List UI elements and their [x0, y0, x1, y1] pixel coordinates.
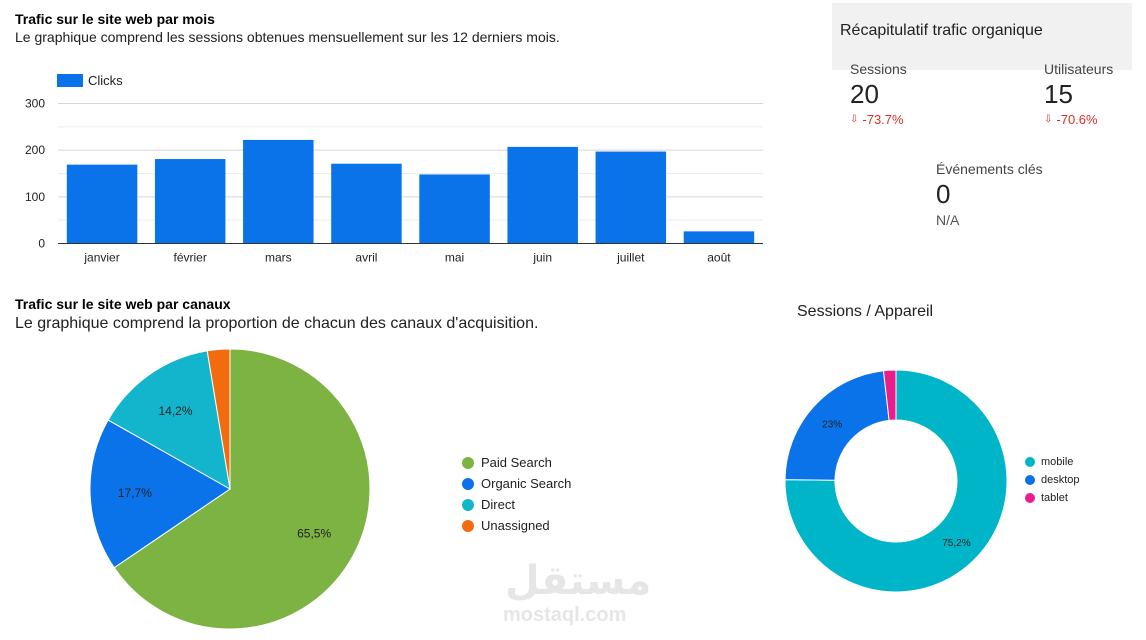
channels-chart-subtitle: Le graphique comprend la proportion de c…	[15, 315, 539, 332]
summary-title: Récapitulatif trafic organique	[840, 22, 1043, 39]
arrow-down-icon: ⇩	[850, 114, 859, 125]
kpi-key-events-delta: N/A	[936, 212, 960, 228]
legend-label: Unassigned	[481, 518, 550, 533]
pie-data-label: 14,2%	[158, 404, 192, 418]
legend-label: Paid Search	[481, 455, 552, 470]
kpi-users-delta: -70.6%	[1056, 112, 1098, 127]
bar-février[interactable]	[154, 159, 226, 244]
channels-chart-title: Trafic sur le site web par canaux	[15, 296, 231, 312]
kpi-sessions: Sessions 20 ⇩ -73.7%	[850, 61, 907, 127]
monthly-chart-subtitle: Le graphique comprend les sessions obten…	[15, 29, 560, 45]
legend-item-unassigned[interactable]: Unassigned	[462, 515, 571, 536]
slice-organic-search[interactable]	[89, 419, 231, 569]
legend-label: desktop	[1041, 474, 1080, 486]
kpi-sessions-value: 20	[850, 79, 879, 109]
kpi-sessions-delta: -73.7%	[862, 112, 904, 127]
bar-janvier[interactable]	[66, 164, 138, 244]
bar-juin[interactable]	[507, 146, 578, 244]
kpi-key-events: Événements clés 0 N/A	[936, 161, 1043, 228]
pie-data-label: 17,7%	[118, 486, 152, 500]
monthly-chart-title: Trafic sur le site web par mois	[15, 11, 215, 27]
legend-label: Clicks	[88, 73, 123, 88]
kpi-sessions-label: Sessions	[850, 61, 907, 77]
x-tick-label: mai	[445, 251, 464, 265]
slice-direct[interactable]	[107, 350, 231, 490]
x-tick-label: juin	[532, 251, 552, 265]
legend-item-mobile[interactable]: mobile	[1025, 453, 1080, 471]
bar-mars[interactable]	[243, 139, 314, 244]
channels-legend: Paid Search Organic Search Direct Unassigne…	[462, 452, 571, 536]
x-tick-label: juillet	[616, 251, 645, 265]
legend-dot	[462, 477, 474, 490]
slice-desktop[interactable]	[784, 370, 890, 481]
x-tick-label: février	[174, 251, 207, 265]
legend-dot	[462, 456, 474, 469]
devices-donut-chart: 75,2% 23%	[784, 369, 1008, 593]
watermark-logo: مستقل	[505, 559, 652, 603]
legend-dot	[1025, 493, 1035, 503]
x-tick-label: avril	[355, 251, 377, 265]
kpi-key-events-value: 0	[936, 179, 951, 209]
legend-dot	[462, 498, 474, 511]
donut-data-label: 75,2%	[942, 538, 970, 549]
x-tick-label: août	[707, 251, 731, 265]
watermark-text: mostaql.com	[503, 604, 627, 626]
bar-juillet[interactable]	[595, 151, 667, 244]
arrow-down-icon: ⇩	[1044, 114, 1053, 125]
channels-pie-chart: 65,5% 17,7% 14,2%	[89, 348, 371, 630]
legend-label: Direct	[481, 497, 515, 512]
kpi-key-events-label: Événements clés	[936, 161, 1043, 177]
y-tick-label: 0	[38, 237, 45, 251]
donut-data-label: 23%	[822, 419, 842, 430]
legend-item-paid-search[interactable]: Paid Search	[462, 452, 571, 473]
slice-tablet[interactable]	[882, 369, 897, 421]
monthly-bar-chart: 0 100 200 300 janvier février mars avril mai juin…	[25, 73, 763, 265]
legend-item-organic-search[interactable]: Organic Search	[462, 473, 571, 494]
devices-chart-title: Sessions / Appareil	[797, 303, 934, 320]
slice-paid-search[interactable]	[113, 348, 371, 630]
legend-swatch	[57, 74, 83, 87]
x-tick-label: janvier	[83, 251, 119, 265]
y-tick-label: 300	[25, 97, 45, 111]
legend-label: Organic Search	[481, 476, 572, 491]
bar-mai[interactable]	[419, 174, 490, 244]
x-tick-label: mars	[265, 251, 292, 265]
slice-mobile[interactable]	[784, 369, 1008, 593]
legend-dot	[1025, 475, 1035, 485]
pie-data-label: 65,5%	[297, 527, 331, 541]
legend-item-desktop[interactable]: desktop	[1025, 471, 1080, 489]
kpi-users-value: 15	[1044, 79, 1073, 109]
kpi-users-label: Utilisateurs	[1044, 61, 1114, 77]
legend-dot	[462, 519, 474, 532]
slice-unassigned[interactable]	[206, 348, 231, 490]
bar-avril[interactable]	[331, 163, 402, 244]
legend-item-direct[interactable]: Direct	[462, 494, 571, 515]
kpi-users: Utilisateurs 15 ⇩ -70.6%	[1044, 61, 1113, 127]
y-tick-label: 100	[25, 190, 45, 204]
y-tick-label: 200	[25, 143, 45, 157]
legend-label: mobile	[1041, 456, 1074, 468]
summary-header: Récapitulatif trafic organique	[832, 3, 1132, 70]
legend-item-tablet[interactable]: tablet	[1025, 489, 1080, 507]
bar-août[interactable]	[683, 231, 755, 244]
devices-legend: mobile desktop tablet	[1025, 453, 1080, 507]
legend-dot	[1025, 457, 1035, 467]
legend-label: tablet	[1041, 492, 1068, 504]
